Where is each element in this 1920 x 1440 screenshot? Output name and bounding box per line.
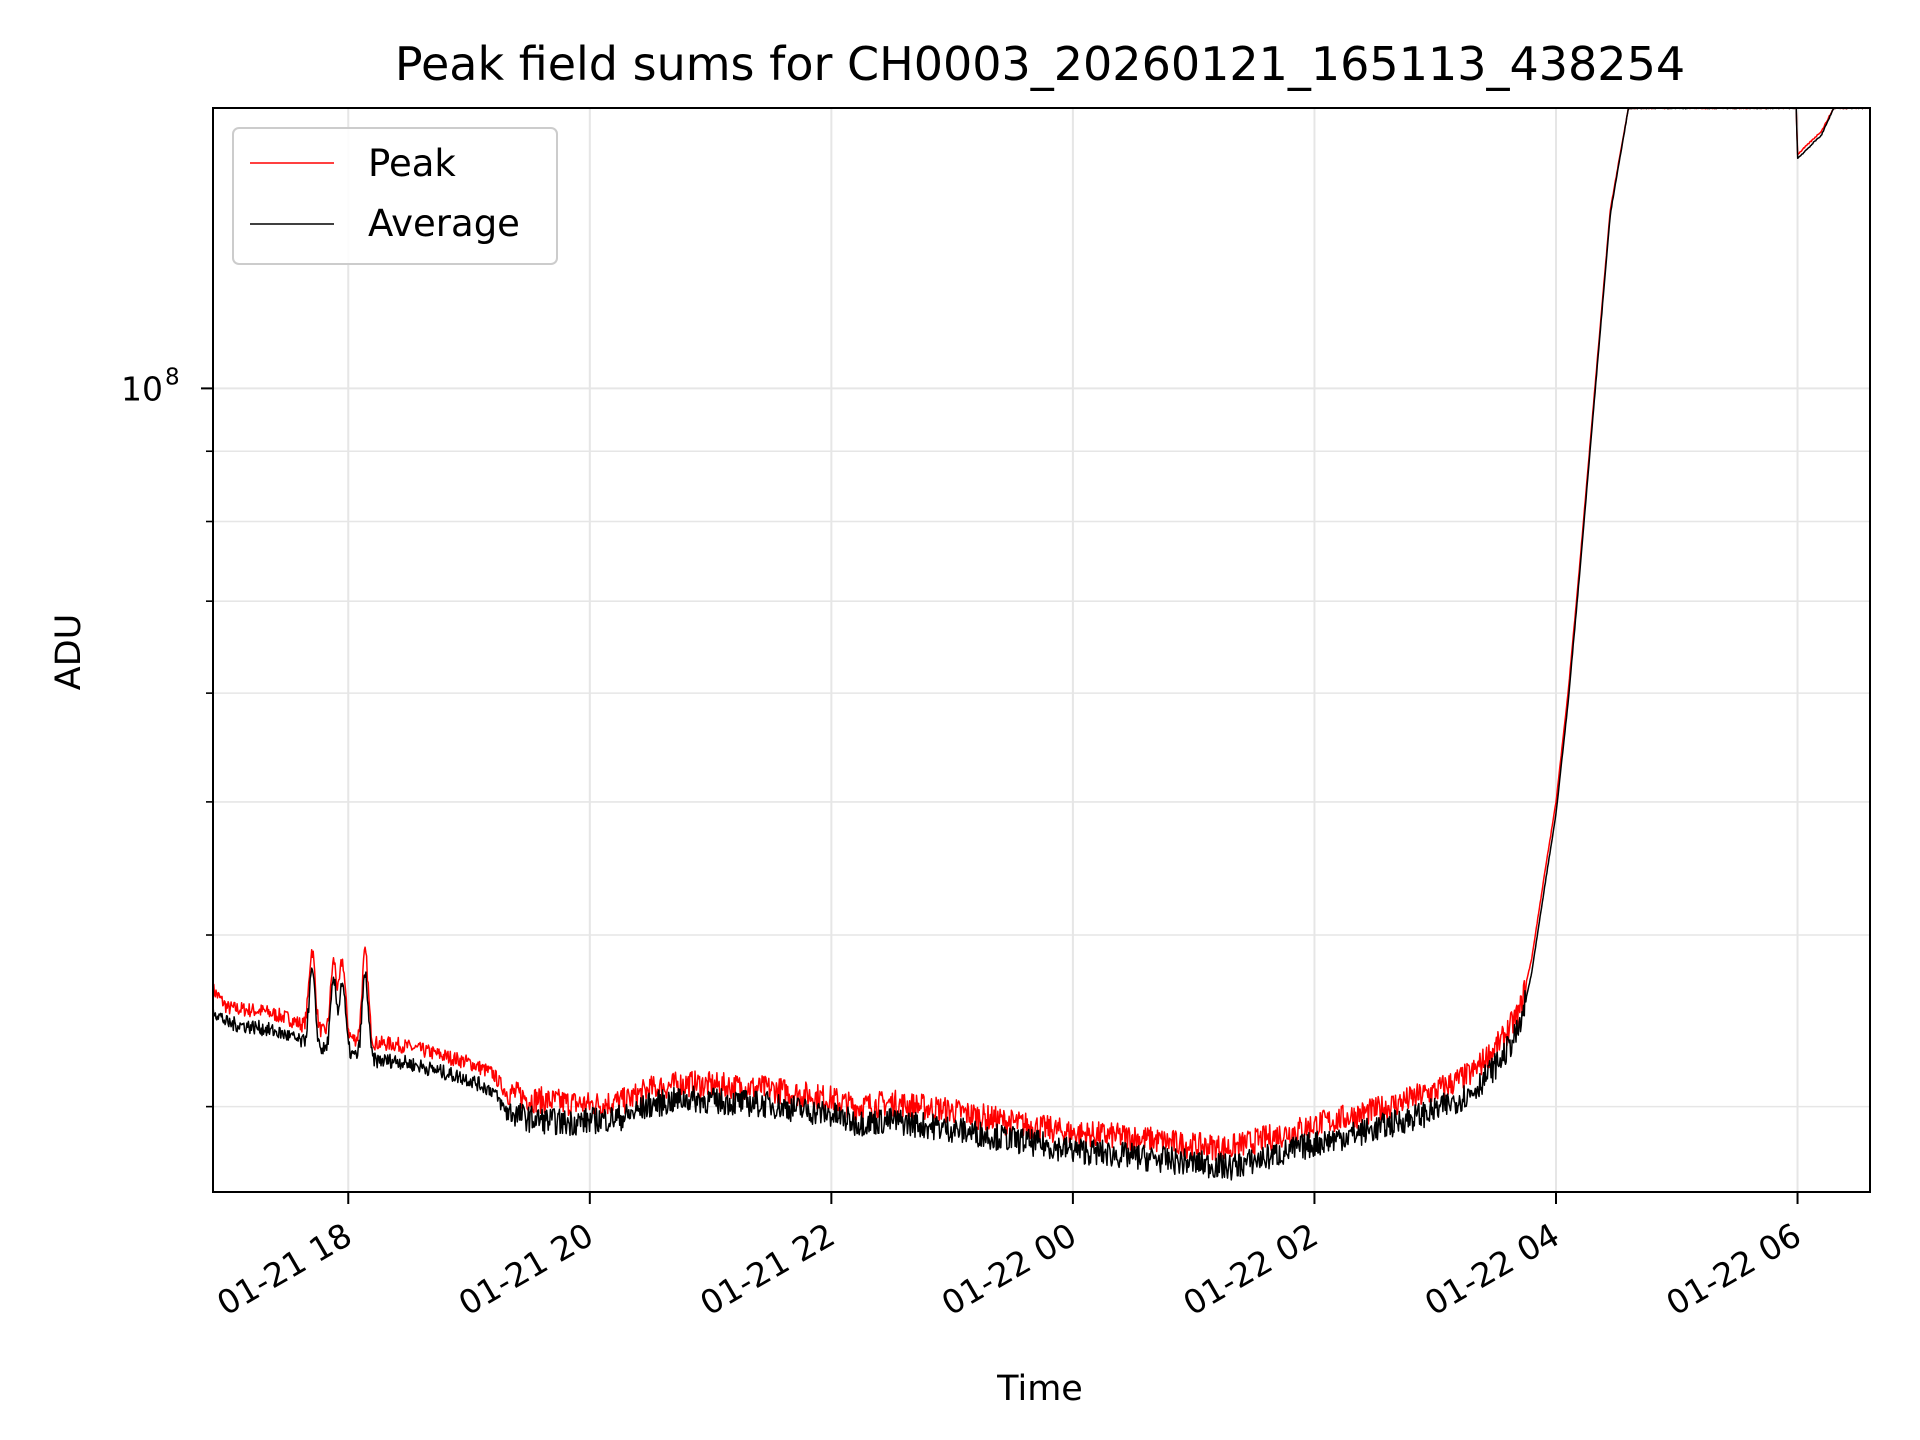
legend: Peak Average — [232, 127, 558, 265]
y-tick-label-exponent: 8 — [165, 364, 180, 390]
grid — [213, 108, 1870, 1192]
legend-label-peak: Peak — [368, 142, 456, 185]
series-line-average — [213, 108, 1870, 1181]
chart-title: Peak field sums for CH0003_20260121_1651… — [395, 37, 1685, 91]
y-axis: 10 8 — [121, 364, 213, 1108]
x-axis-label: Time — [996, 1369, 1083, 1409]
plot-frame — [212, 107, 1871, 1193]
y-axis-label: ADU — [49, 614, 89, 691]
legend-box — [232, 127, 558, 265]
y-tick-label: 10 — [121, 369, 163, 408]
series-layer — [213, 108, 1870, 1181]
legend-label-average: Average — [368, 202, 520, 245]
